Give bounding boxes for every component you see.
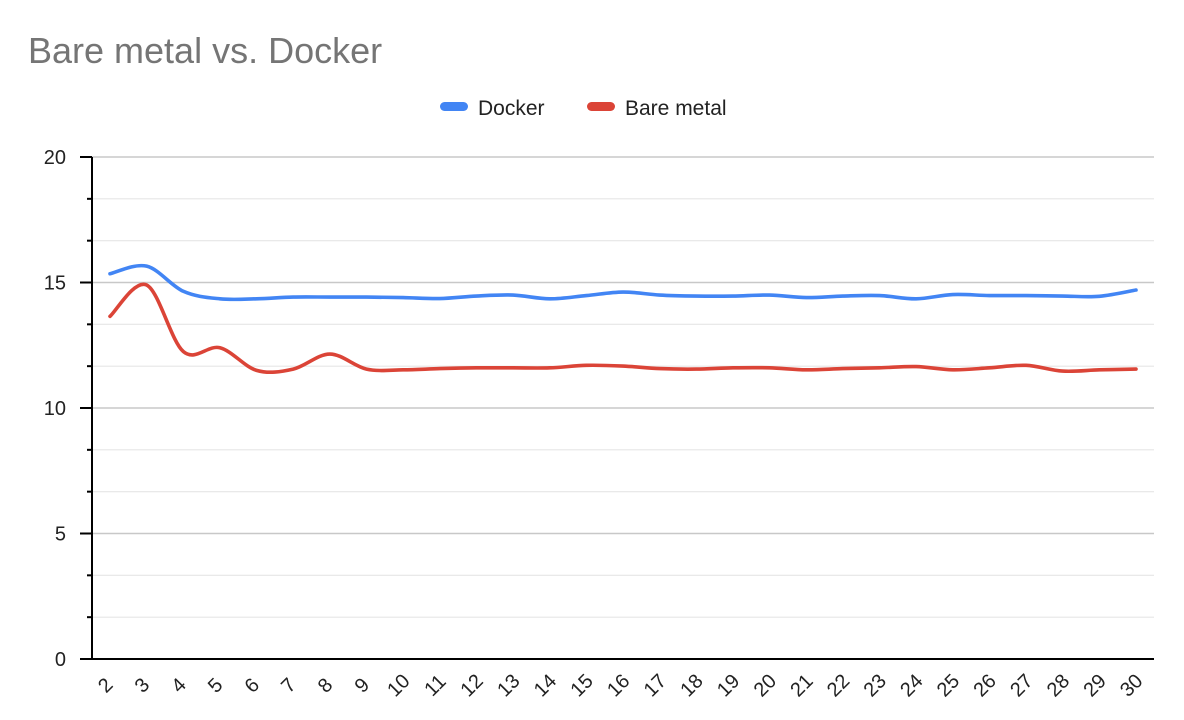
x-tick-label: 18 xyxy=(676,670,707,701)
x-tick-label: 24 xyxy=(896,670,927,701)
y-tick-label: 15 xyxy=(44,273,66,295)
x-tick-label: 28 xyxy=(1043,670,1074,701)
axes xyxy=(80,155,1154,660)
x-tick-label: 10 xyxy=(383,670,414,701)
x-tick-label: 5 xyxy=(204,674,227,697)
legend: Docker Bare metal xyxy=(440,97,727,120)
x-tick-label: 25 xyxy=(933,670,964,701)
y-tick-label: 5 xyxy=(55,524,66,546)
x-tick-label: 23 xyxy=(860,670,891,701)
x-tick-label: 17 xyxy=(640,670,671,701)
x-tick-label: 29 xyxy=(1079,670,1110,701)
x-tick-label: 19 xyxy=(713,670,744,701)
x-tick-label: 12 xyxy=(457,670,488,701)
x-tick-label: 3 xyxy=(131,674,154,697)
series-group xyxy=(108,263,1138,375)
gridlines xyxy=(92,156,1154,618)
legend-label-docker: Docker xyxy=(478,97,545,120)
chart-title: Bare metal vs. Docker xyxy=(28,30,382,71)
x-tick-label: 26 xyxy=(970,670,1001,701)
x-tick-label: 20 xyxy=(750,670,781,701)
x-tick-label: 6 xyxy=(241,674,264,697)
series-line-bare-metal xyxy=(108,282,1138,375)
x-tick-label: 8 xyxy=(314,674,337,697)
x-tick-label: 7 xyxy=(277,674,300,697)
x-tick-label: 11 xyxy=(420,671,450,701)
x-tick-label: 27 xyxy=(1006,670,1037,701)
x-tick-label: 16 xyxy=(603,670,634,701)
x-tick-label: 9 xyxy=(351,674,374,697)
y-tick-label: 0 xyxy=(55,649,66,671)
x-tick-label: 30 xyxy=(1116,670,1147,701)
legend-swatch-docker xyxy=(440,102,468,111)
legend-swatch-bare-metal xyxy=(587,102,615,111)
x-tick-label: 21 xyxy=(786,670,817,701)
legend-label-bare-metal: Bare metal xyxy=(625,97,727,120)
y-tick-label: 10 xyxy=(44,398,66,420)
x-tick-label: 22 xyxy=(823,670,854,701)
y-tick-label: 20 xyxy=(44,147,66,169)
x-tick-label: 4 xyxy=(167,674,190,697)
x-tick-label: 14 xyxy=(530,670,561,701)
x-tick-label: 15 xyxy=(566,670,597,701)
x-tick-label: 2 xyxy=(94,674,117,697)
x-axis-ticks: 2 3 4 5 6 7 8 9 10 11 12 13 14 15 16 17 18 19 20 21 22 23 24 25… xyxy=(94,670,1147,701)
series-line-docker xyxy=(108,263,1138,302)
x-tick-label: 13 xyxy=(493,670,524,701)
y-axis-ticks: 0 5 10 15 20 xyxy=(44,147,66,671)
